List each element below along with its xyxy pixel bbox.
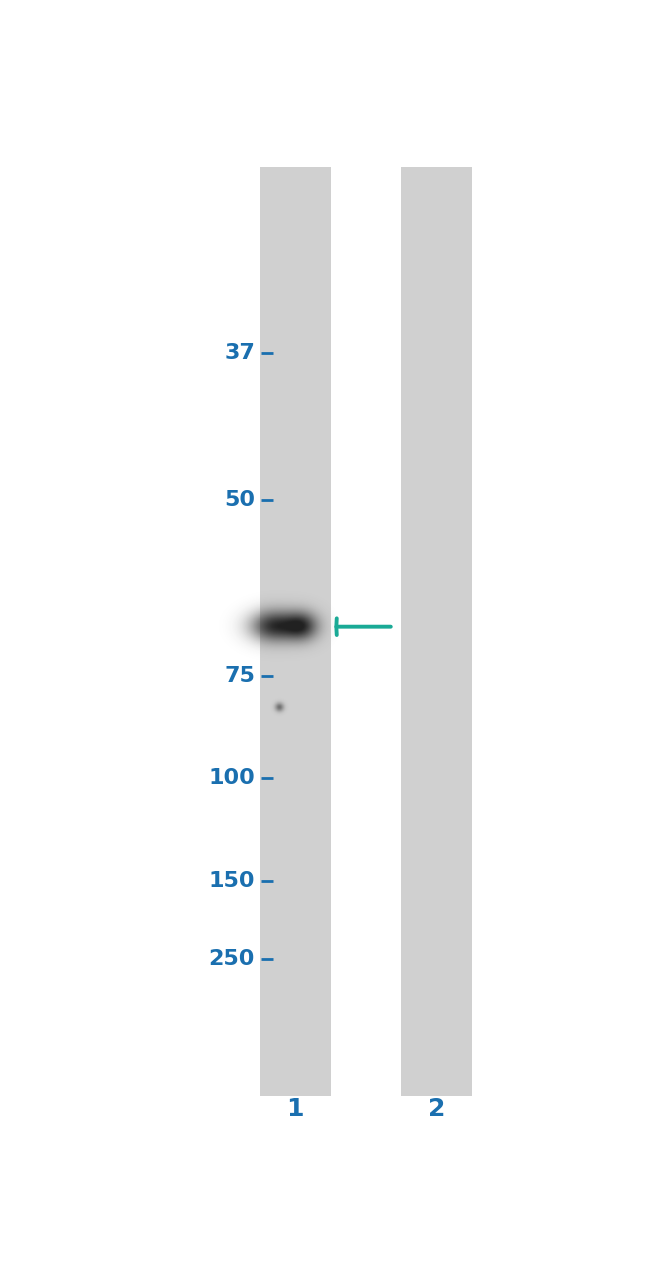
Text: 1: 1 [287, 1097, 304, 1121]
Text: 100: 100 [208, 768, 255, 789]
Text: 75: 75 [224, 665, 255, 686]
Text: 37: 37 [224, 343, 255, 363]
Bar [260, 168, 331, 1096]
Text: 150: 150 [209, 871, 255, 892]
Text: 2: 2 [428, 1097, 445, 1121]
Text: 50: 50 [224, 489, 255, 509]
Bar [401, 168, 472, 1096]
Text: 250: 250 [209, 949, 255, 969]
